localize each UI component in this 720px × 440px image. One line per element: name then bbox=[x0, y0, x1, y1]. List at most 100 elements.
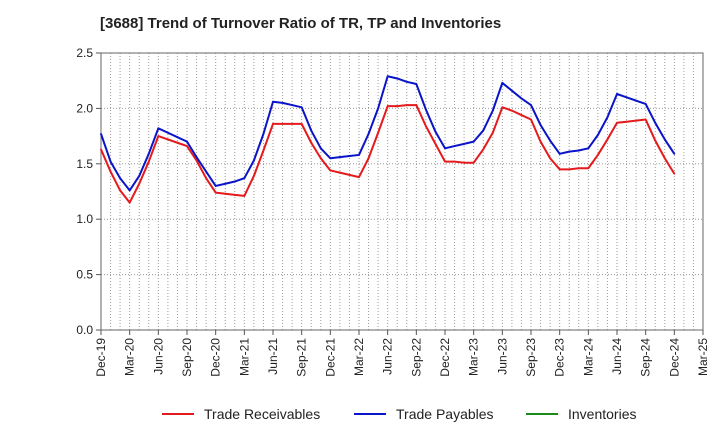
data-point-trade-receivables bbox=[635, 119, 638, 122]
data-point-trade-payables bbox=[587, 147, 590, 150]
data-point-trade-receivables bbox=[281, 123, 284, 125]
data-point-trade-receivables bbox=[530, 118, 532, 121]
y-tick-label: 1.5 bbox=[76, 157, 93, 171]
x-tick-label: Sep-20 bbox=[180, 338, 194, 377]
data-point-trade-payables bbox=[377, 107, 380, 110]
data-point-trade-payables bbox=[539, 124, 542, 126]
data-point-trade-payables bbox=[644, 103, 647, 105]
data-point-trade-receivables bbox=[396, 105, 399, 108]
data-point-trade-payables bbox=[463, 142, 466, 145]
data-point-trade-payables bbox=[415, 83, 418, 85]
x-tick-label: Mar-22 bbox=[352, 338, 366, 376]
data-point-trade-payables bbox=[319, 147, 322, 150]
data-point-trade-payables bbox=[300, 106, 303, 109]
data-point-trade-payables bbox=[616, 93, 618, 95]
x-tick-label: Jun-22 bbox=[381, 338, 395, 375]
data-point-trade-receivables bbox=[415, 104, 418, 106]
data-point-trade-payables bbox=[109, 160, 112, 163]
data-point-trade-payables bbox=[530, 104, 532, 106]
data-point-trade-payables bbox=[549, 139, 552, 142]
data-point-trade-payables bbox=[472, 140, 475, 143]
data-point-trade-payables bbox=[128, 189, 131, 192]
data-point-trade-receivables bbox=[587, 167, 590, 170]
data-point-trade-receivables bbox=[568, 168, 571, 171]
data-point-trade-payables bbox=[214, 185, 217, 187]
data-point-trade-payables bbox=[205, 170, 208, 173]
data-point-trade-payables bbox=[558, 152, 561, 155]
data-point-trade-payables bbox=[625, 96, 628, 99]
data-point-trade-receivables bbox=[166, 138, 169, 141]
axes: 0.0 0.5 1.0 1.5 2.0 2.5 Dec-19 Mar-20 Jun-20 Sep-… bbox=[76, 46, 710, 377]
data-point-trade-payables bbox=[119, 177, 122, 180]
data-point-trade-payables bbox=[491, 109, 494, 112]
x-tick-label: Jun-20 bbox=[151, 338, 165, 375]
data-point-trade-payables bbox=[100, 132, 102, 135]
y-tick-label: 2.0 bbox=[76, 101, 93, 115]
data-point-trade-receivables bbox=[616, 121, 618, 124]
data-point-trade-payables bbox=[147, 152, 150, 155]
legend-item-trade-payables: Trade Payables bbox=[354, 404, 494, 424]
data-point-trade-payables bbox=[138, 175, 141, 177]
data-point-trade-receivables bbox=[262, 149, 265, 152]
x-tick-label: Sep-23 bbox=[524, 338, 538, 377]
data-point-trade-receivables bbox=[654, 139, 657, 142]
data-point-trade-receivables bbox=[367, 157, 370, 160]
legend-label-inventories: Inventories bbox=[568, 406, 637, 422]
data-point-trade-payables bbox=[596, 134, 599, 136]
x-tick-label: Mar-21 bbox=[237, 338, 251, 376]
data-point-trade-receivables bbox=[147, 160, 150, 163]
data-point-trade-receivables bbox=[520, 114, 523, 116]
x-tick-label: Mar-24 bbox=[581, 338, 595, 376]
data-point-trade-payables bbox=[520, 97, 523, 100]
grid-lines bbox=[101, 53, 703, 330]
data-point-trade-payables bbox=[281, 101, 284, 104]
data-point-trade-receivables bbox=[338, 171, 341, 174]
data-point-trade-payables bbox=[252, 159, 255, 162]
data-point-trade-receivables bbox=[329, 169, 332, 172]
y-tick-label: 0.5 bbox=[76, 268, 93, 282]
data-point-trade-payables bbox=[157, 127, 160, 130]
data-point-trade-receivables bbox=[472, 161, 475, 164]
data-point-trade-receivables bbox=[348, 173, 351, 176]
x-tick-label: Sep-22 bbox=[409, 338, 423, 377]
data-point-trade-payables bbox=[482, 129, 485, 132]
data-point-trade-payables bbox=[291, 104, 294, 106]
data-point-trade-payables bbox=[673, 152, 676, 155]
legend-label-trade-payables: Trade Payables bbox=[396, 406, 494, 422]
data-point-trade-payables bbox=[405, 80, 408, 83]
data-point-trade-payables bbox=[635, 99, 638, 102]
data-point-trade-receivables bbox=[291, 123, 294, 125]
x-tick-label: Dec-23 bbox=[553, 338, 567, 377]
x-tick-label: Dec-20 bbox=[209, 338, 223, 377]
legend-swatch-trade-receivables bbox=[162, 413, 194, 415]
data-point-trade-receivables bbox=[453, 160, 456, 163]
data-point-trade-receivables bbox=[243, 195, 246, 197]
data-point-trade-payables bbox=[501, 82, 504, 84]
x-tick-label: Jun-21 bbox=[266, 338, 280, 375]
data-point-trade-payables bbox=[358, 154, 360, 156]
data-point-trade-receivables bbox=[558, 168, 561, 171]
data-point-trade-payables bbox=[243, 177, 246, 180]
data-point-trade-payables bbox=[195, 156, 198, 159]
data-point-trade-payables bbox=[367, 132, 370, 135]
x-tick-label: Jun-24 bbox=[610, 338, 624, 375]
data-point-trade-payables bbox=[329, 157, 332, 160]
data-point-trade-receivables bbox=[501, 106, 504, 109]
data-point-trade-receivables bbox=[205, 177, 208, 180]
data-point-trade-payables bbox=[606, 116, 609, 119]
data-point-trade-receivables bbox=[176, 141, 179, 144]
data-point-trade-receivables bbox=[444, 160, 446, 163]
x-tick-label: Mar-20 bbox=[123, 338, 137, 376]
data-point-trade-receivables bbox=[272, 123, 274, 125]
data-point-trade-receivables bbox=[319, 157, 322, 160]
data-point-trade-payables bbox=[224, 182, 227, 185]
data-point-trade-receivables bbox=[644, 118, 647, 121]
x-tick-label: Dec-19 bbox=[94, 338, 108, 377]
data-point-trade-payables bbox=[166, 131, 169, 134]
data-point-trade-receivables bbox=[625, 120, 628, 123]
data-point-trade-receivables bbox=[128, 201, 131, 204]
x-tick-label: Mar-25 bbox=[696, 338, 710, 376]
data-point-trade-receivables bbox=[606, 138, 609, 141]
x-tick-label: Mar-23 bbox=[467, 338, 481, 376]
